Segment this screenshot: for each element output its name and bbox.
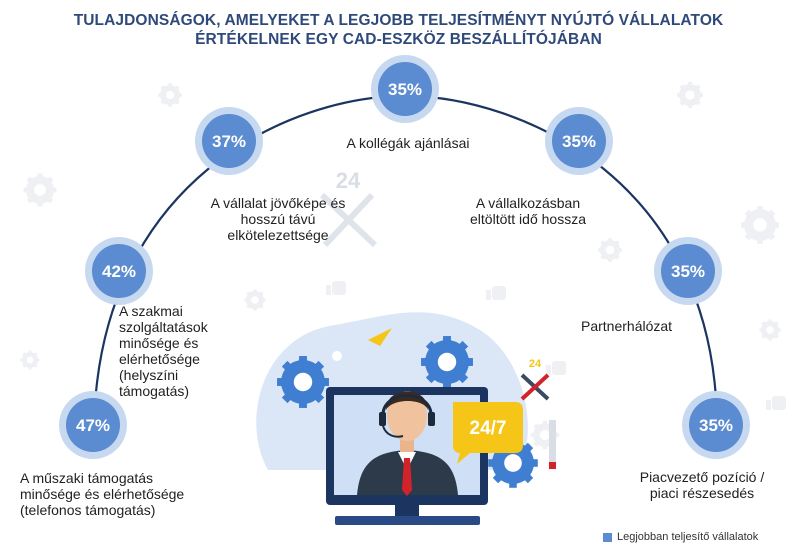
category-label-line: hosszú távú	[240, 211, 316, 227]
speech-bubble-icon: 24/7	[453, 402, 523, 464]
category-label-line: szolgáltatások	[119, 319, 208, 335]
value-marker: 37%	[195, 107, 263, 175]
gear-dot	[332, 351, 342, 361]
category-label: A műszaki támogatás minősége és elérhetős…	[20, 470, 184, 518]
value-marker: 35%	[654, 237, 722, 305]
value-marker-circle	[92, 244, 146, 298]
category-label-line: (telefonos támogatás)	[20, 502, 156, 518]
value-marker-circle	[689, 398, 743, 452]
chart-title-line-1: TULAJDONSÁGOK, AMELYEKET A LEGJOBB TELJE…	[73, 12, 724, 29]
background-icons: 24	[20, 82, 786, 450]
category-label-line: elérhetősége	[119, 351, 200, 367]
thumbs-up-icon	[546, 361, 566, 375]
paper-plane-icon	[368, 328, 392, 346]
pencil-icon	[549, 420, 556, 469]
category-label-line: eltöltött idő hossza	[470, 211, 586, 227]
badge-text: 24/7	[470, 418, 507, 439]
value-label: 35%	[671, 262, 705, 281]
category-label-line: piaci részesedés	[649, 485, 755, 501]
bg-gear-icon	[741, 206, 779, 244]
monitor-neck	[395, 505, 419, 517]
category-label-line: Piacvezető pozíció /	[639, 469, 765, 485]
value-marker: 35%	[371, 55, 439, 123]
thumbs-up-icon	[326, 281, 346, 295]
category-label-line: A műszaki támogatás	[20, 470, 154, 486]
value-marker-circle	[66, 398, 120, 452]
legend: Legjobban teljesítő vállalatok	[603, 531, 758, 543]
value-marker: 42%	[85, 237, 153, 305]
category-label: A szakmai szolgáltatások minősége és elérhe…	[119, 303, 208, 399]
tools-24-icon: 24	[319, 168, 378, 248]
category-label: A kollégák ajánlásai	[323, 135, 493, 151]
bg-gear-icon	[244, 289, 266, 311]
bg-gear-icon	[23, 173, 57, 207]
bg-gear-icon	[20, 350, 40, 370]
thumbs-up-icon	[486, 286, 506, 300]
bg-gear-icon	[759, 319, 781, 341]
value-marker-circle	[552, 114, 606, 168]
value-label: 35%	[388, 80, 422, 99]
wrench-screwdriver-icon: 24	[520, 358, 550, 401]
category-label: A vállalat jövőképe és hosszú távú elkötel…	[186, 195, 370, 243]
category-label-line: elkötelezettsége	[227, 227, 329, 243]
category-label-line: (helyszíni	[119, 367, 179, 383]
category-label-line: Partnerhálózat	[581, 318, 673, 334]
chart-title-line-2: ÉRTÉKELNEK EGY CAD-ESZKÖZ BESZÁLLÍTÓJÁBA…	[195, 31, 602, 48]
value-label: 37%	[212, 132, 246, 151]
legend-label: Legjobban teljesítő vállalatok	[617, 531, 759, 543]
support-illustration: 24/7 24	[256, 312, 556, 525]
value-label: 42%	[102, 262, 136, 281]
category-label-line: A vállalkozásban	[475, 195, 581, 211]
category-label-line: minősége és elérhetősége	[20, 486, 185, 502]
bg-gear-icon	[158, 83, 182, 107]
category-label-line: A kollégák ajánlásai	[346, 135, 470, 151]
category-label: A vállalkozásban eltöltött idő hossza	[453, 195, 603, 227]
category-label: Partnerhálózat	[581, 318, 672, 334]
bg-gear-icon	[598, 238, 622, 262]
thumbs-up-icon	[766, 396, 786, 410]
category-label-line: támogatás)	[119, 383, 190, 399]
value-marker-circle	[202, 114, 256, 168]
support-agent-icon	[357, 391, 458, 496]
value-marker: 47%	[59, 391, 127, 459]
gear-icon	[277, 356, 329, 408]
legend-swatch	[603, 532, 612, 542]
category-label: Piacvezető pozíció / piaci részesedés	[622, 469, 782, 501]
value-marker: 35%	[682, 391, 750, 459]
value-marker-circle	[661, 244, 715, 298]
value-label: 35%	[699, 416, 733, 435]
gear-icon	[421, 336, 473, 388]
value-label: 47%	[76, 416, 110, 435]
bg-gear-icon	[677, 82, 703, 108]
monitor-base	[335, 516, 480, 525]
value-marker: 35%	[545, 107, 613, 175]
category-label-line: minősége és	[119, 335, 199, 351]
svg-text:24: 24	[336, 168, 361, 193]
category-label-line: A szakmai	[119, 303, 183, 319]
tool-24-text: 24	[529, 358, 542, 370]
category-label-line: A vállalat jövőképe és	[210, 195, 346, 211]
value-marker-circle	[378, 62, 432, 116]
value-label: 35%	[562, 132, 596, 151]
